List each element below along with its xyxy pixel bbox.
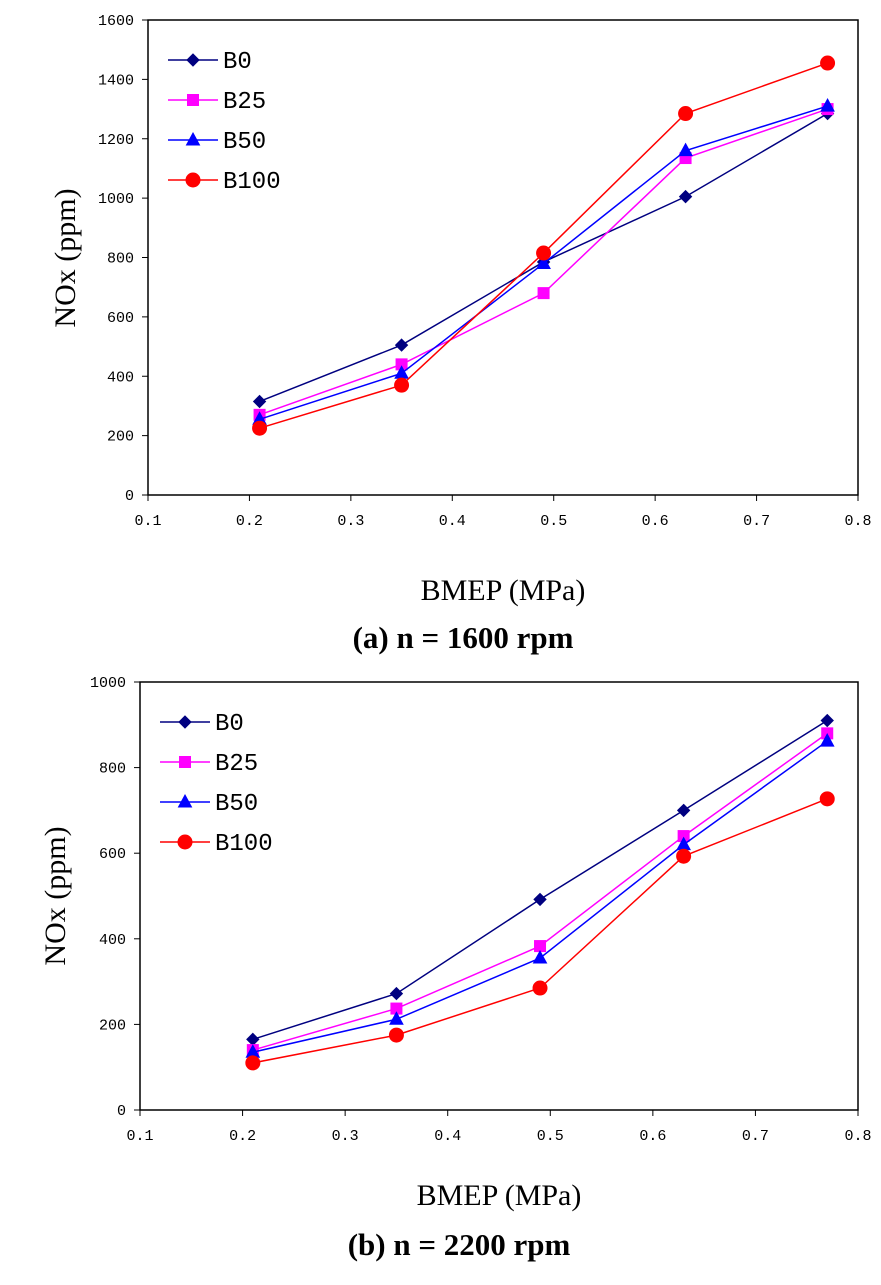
y-axis-label: NOx (ppm) bbox=[49, 188, 82, 327]
marker bbox=[532, 950, 548, 964]
chart-title: (a) n = 1600 rpm bbox=[353, 620, 574, 655]
legend-marker bbox=[178, 715, 192, 729]
x-tick-label: 0.4 bbox=[439, 513, 466, 530]
series-line bbox=[252, 732, 828, 1051]
y-tick-label: 400 bbox=[99, 932, 126, 949]
legend-label: B50 bbox=[223, 129, 266, 156]
y-tick-label: 1400 bbox=[98, 72, 134, 89]
marker bbox=[820, 713, 834, 728]
y-tick-label: 200 bbox=[107, 429, 134, 446]
x-tick-label: 0.2 bbox=[236, 513, 263, 530]
legend-marker bbox=[177, 793, 193, 808]
legend-marker bbox=[186, 53, 200, 67]
y-tick-label: 0 bbox=[117, 1103, 126, 1120]
x-tick-label: 0.1 bbox=[134, 513, 161, 530]
x-tick-label: 0.3 bbox=[332, 1128, 359, 1145]
marker bbox=[678, 142, 693, 157]
marker bbox=[537, 287, 550, 300]
legend-marker bbox=[185, 131, 201, 146]
marker bbox=[819, 791, 835, 807]
x-tick-label: 0.2 bbox=[229, 1128, 256, 1145]
legend-label: B0 bbox=[223, 49, 252, 76]
y-tick-label: 0 bbox=[125, 488, 134, 505]
y-tick-label: 800 bbox=[99, 761, 126, 778]
marker bbox=[536, 245, 552, 261]
marker bbox=[820, 55, 836, 71]
y-tick-label: 1200 bbox=[98, 132, 134, 149]
chart: 0 200 400 600 800 1000 0.1 0.2 0.3 0.4 0.5 0.6 0.7 0.… bbox=[39, 675, 872, 1262]
marker bbox=[245, 1055, 261, 1071]
x-tick-label: 0.1 bbox=[126, 1128, 153, 1145]
y-tick-label: 600 bbox=[99, 846, 126, 863]
legend-marker bbox=[187, 94, 199, 106]
legend-label: B100 bbox=[223, 169, 281, 196]
legend-label: B25 bbox=[223, 89, 266, 116]
y-tick-label: 400 bbox=[107, 369, 134, 386]
marker bbox=[394, 338, 409, 352]
marker bbox=[676, 848, 692, 864]
y-tick-label: 1600 bbox=[98, 13, 134, 30]
y-tick-label: 1000 bbox=[90, 675, 126, 692]
x-tick-label: 0.4 bbox=[434, 1128, 461, 1145]
y-tick-label: 800 bbox=[107, 251, 134, 268]
marker bbox=[389, 986, 404, 1001]
marker bbox=[532, 980, 548, 996]
x-tick-label: 0.7 bbox=[743, 513, 770, 530]
y-axis-label: NOx (ppm) bbox=[39, 826, 72, 965]
marker bbox=[252, 420, 268, 436]
x-tick-label: 0.3 bbox=[337, 513, 364, 530]
marker bbox=[246, 1032, 260, 1047]
legend-marker bbox=[177, 834, 193, 850]
marker bbox=[533, 892, 547, 907]
marker bbox=[388, 1027, 404, 1043]
x-tick-label: 0.8 bbox=[844, 513, 871, 530]
legend-label: B0 bbox=[215, 711, 244, 738]
x-axis-label: BMEP (MPa) bbox=[417, 1179, 582, 1212]
y-tick-label: 1000 bbox=[98, 191, 134, 208]
marker bbox=[819, 733, 835, 747]
chart-title: (b) n = 2200 rpm bbox=[348, 1227, 571, 1262]
marker bbox=[534, 940, 547, 953]
legend-marker bbox=[185, 172, 201, 188]
x-tick-label: 0.7 bbox=[742, 1128, 769, 1145]
marker bbox=[678, 189, 693, 204]
x-tick-label: 0.5 bbox=[540, 513, 567, 530]
x-tick-label: 0.6 bbox=[639, 1128, 666, 1145]
x-tick-label: 0.8 bbox=[844, 1128, 871, 1145]
plot-frame bbox=[139, 681, 859, 1111]
x-axis-label: BMEP (MPa) bbox=[421, 574, 586, 607]
legend-label: B100 bbox=[215, 831, 273, 858]
marker bbox=[536, 255, 551, 269]
x-tick-label: 0.5 bbox=[537, 1128, 564, 1145]
legend-label: B50 bbox=[215, 791, 258, 818]
marker bbox=[389, 1011, 404, 1025]
x-tick-label: 0.6 bbox=[642, 513, 669, 530]
series-line bbox=[252, 798, 828, 1064]
legend-marker bbox=[179, 756, 191, 768]
marker bbox=[252, 394, 267, 409]
marker bbox=[678, 106, 694, 122]
marker bbox=[394, 377, 410, 393]
marker bbox=[820, 98, 835, 112]
legend-label: B25 bbox=[215, 751, 258, 778]
y-tick-label: 200 bbox=[99, 1017, 126, 1034]
marker bbox=[676, 803, 691, 818]
y-tick-label: 600 bbox=[107, 310, 134, 327]
chart: 0 200 400 600 800 1000 1200 1400 1600 0.1 0.2 0.3 0.… bbox=[49, 13, 872, 655]
